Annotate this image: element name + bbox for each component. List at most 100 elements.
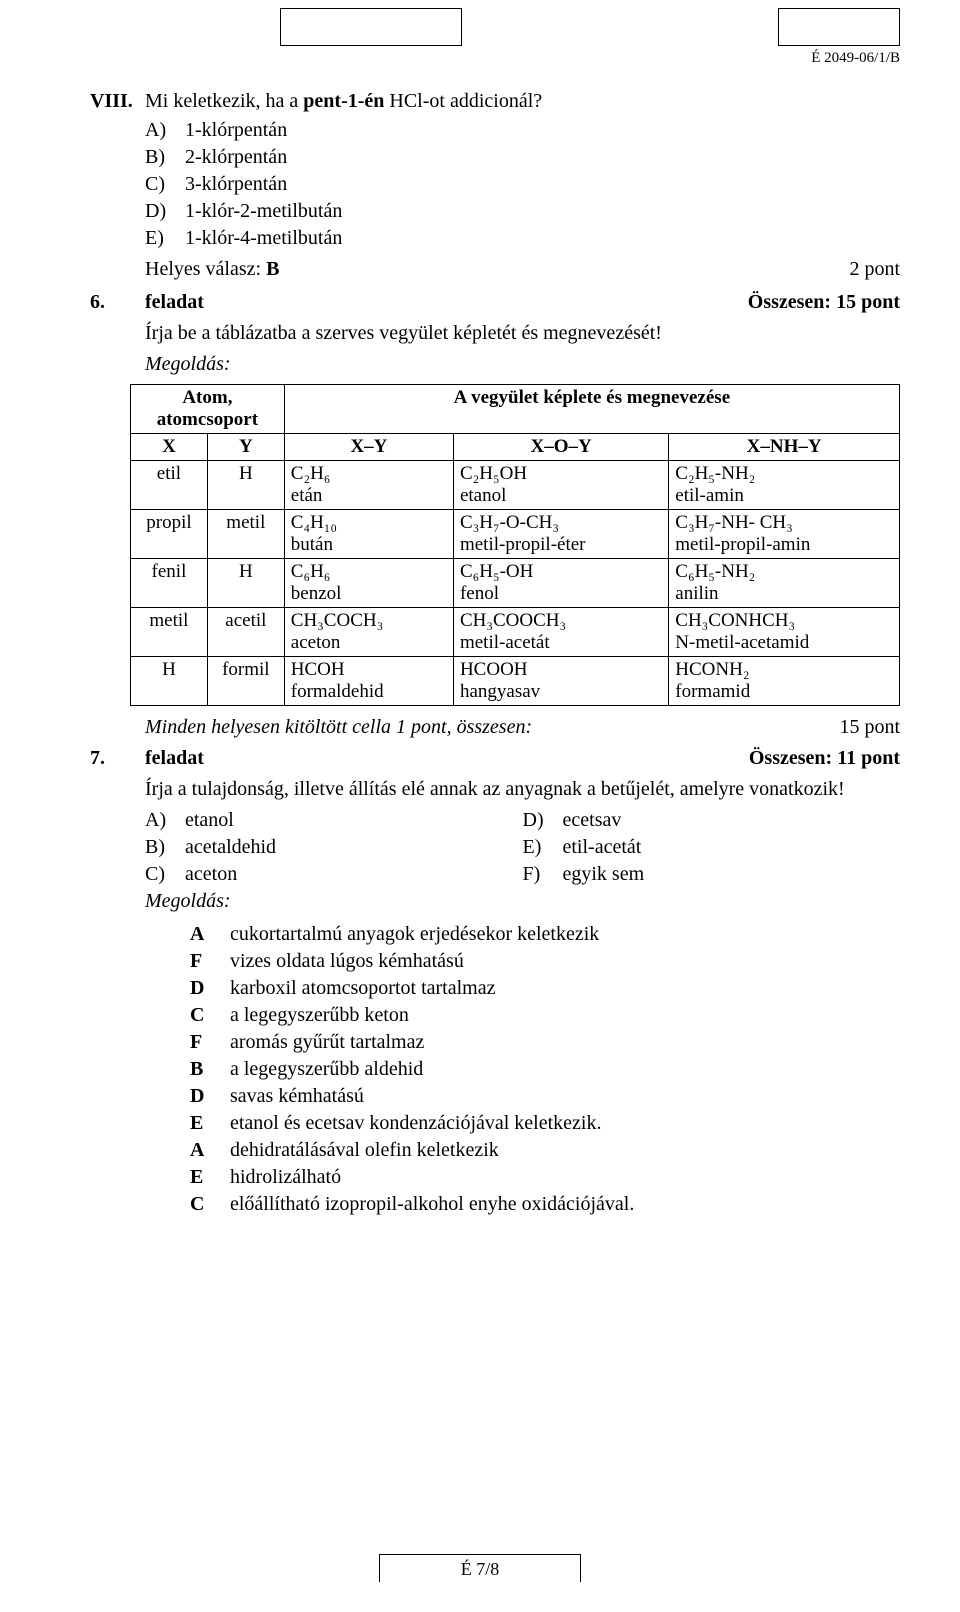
a0-t: cukortartalmú anyagok erjedésekor keletk… [230,921,599,948]
a7-t: etanol és ecetsav kondenzációjával kelet… [230,1110,601,1137]
q8-opt-c-text: 3-klórpentán [185,171,287,198]
task7-instruction: Írja a tulajdonság, illetve állítás elé … [145,778,900,801]
footer-page-number: É 7/8 [379,1554,581,1582]
q8-opt-d-label: D) [145,198,185,225]
a2-l: D [190,975,230,1002]
r1-y: metil [207,510,284,559]
tbl-h1: Atom, atomcsoport [131,385,285,434]
m1-t: acetaldehid [185,836,276,859]
q8-opt-e-text: 1-klór-4-metilbután [185,225,342,252]
r1-c1: C₄H₁₀bután [284,510,453,559]
a8-l: A [190,1137,230,1164]
q8-opt-b-label: B) [145,144,185,171]
q8-answer-label: Helyes válasz: [145,258,266,280]
r1-c3-n: metil-propil-amin [675,534,810,555]
task6-solution-label: Megoldás: [145,353,900,376]
r4-c3-f: HCONH₂ [675,659,749,680]
r0-c3: C₂H₅-NH₂etil-amin [669,461,900,510]
m0-t2: ecetsav [563,809,622,832]
r2-y: H [207,559,284,608]
q8-answer: Helyes válasz: B [145,258,279,281]
r1-c2: C₃H₇-O-CH₃metil-propil-éter [453,510,668,559]
tbl-sub-x: X [131,434,208,461]
r2-c2-n: fenol [460,583,499,604]
a4-l: F [190,1029,230,1056]
a4-t: aromás gyűrűt tartalmaz [230,1029,424,1056]
a6-t: savas kémhatású [230,1083,364,1110]
r0-c2-n: etanol [460,485,506,506]
r0-y: H [207,461,284,510]
m2-l: C) [145,863,185,886]
r2-c3-f: C₆H₅-NH₂ [675,561,755,582]
r4-c2-n: hangyasav [460,681,540,702]
a1-l: F [190,948,230,975]
task6-score-text: Minden helyesen kitöltött cella 1 pont, … [145,716,532,739]
r2-c2: C₆H₅-OHfenol [453,559,668,608]
r3-c2-n: metil-acetát [460,632,550,653]
r0-c1-f: C₂H₆ [291,463,331,484]
r3-c3-n: N-metil-acetamid [675,632,809,653]
q8-opt-e-label: E) [145,225,185,252]
a10-l: C [190,1191,230,1218]
task6-total: Összesen: 15 pont [748,291,900,314]
table-row: etil H C₂H₆etán C₂H₅OHetanol C₂H₅-NH₂eti… [131,461,900,510]
question-number-viii: VIII. [90,90,145,113]
table-row: H formil HCOHformaldehid HCOOHhangyasav … [131,657,900,706]
task6-score-pts: 15 pont [839,716,900,739]
r1-c3: C₃H₇-NH- CH₃metil-propil-amin [669,510,900,559]
r2-c3-n: anilin [675,583,718,604]
q8-opt-d-text: 1-klór-2-metilbután [185,198,342,225]
r4-c1: HCOHformaldehid [284,657,453,706]
r3-c2-f: CH₃COOCH₃ [460,610,566,631]
m2-l2: F) [523,863,563,886]
r4-c1-f: HCOH [291,659,345,680]
m1-t2: etil-acetát [563,836,642,859]
q8-opt-b-text: 2-klórpentán [185,144,287,171]
compound-table: Atom, atomcsoport A vegyület képlete és … [130,384,900,706]
r0-c2-f: C₂H₅OH [460,463,527,484]
r2-c1-f: C₆H₆ [291,561,331,582]
a7-l: E [190,1110,230,1137]
tbl-sub-xoy: X–O–Y [453,434,668,461]
a2-t: karboxil atomcsoportot tartalmaz [230,975,495,1002]
r0-c1-n: etán [291,485,323,506]
task6-num: 6. [90,291,145,314]
a5-l: B [190,1056,230,1083]
r1-c1-f: C₄H₁₀ [291,512,337,533]
r3-c1-n: aceton [291,632,341,653]
r1-c3-f: C₃H₇-NH- CH₃ [675,512,793,533]
task7-solution-label: Megoldás: [145,890,900,913]
table-row: propil metil C₄H₁₀bután C₃H₇-O-CH₃metil-… [131,510,900,559]
q8-points: 2 pont [849,258,900,281]
a5-t: a legegyszerűbb aldehid [230,1056,423,1083]
r3-x: metil [131,608,208,657]
r4-y: formil [207,657,284,706]
top-input-right-box [778,8,900,46]
task7-answers: Acukortartalmú anyagok erjedésekor kelet… [190,921,900,1218]
table-row: fenil H C₆H₆benzol C₆H₅-OHfenol C₆H₅-NH₂… [131,559,900,608]
a0-l: A [190,921,230,948]
q8-opt-c-label: C) [145,171,185,198]
a6-l: D [190,1083,230,1110]
r1-c2-n: metil-propil-éter [460,534,586,555]
m1-l: B) [145,836,185,859]
r1-x: propil [131,510,208,559]
table-row: metil acetil CH₃COCH₃aceton CH₃COOCH₃met… [131,608,900,657]
r2-c1: C₆H₆benzol [284,559,453,608]
r4-x: H [131,657,208,706]
tbl-h2: A vegyület képlete és megnevezése [284,385,899,434]
r3-c2: CH₃COOCH₃metil-acetát [453,608,668,657]
r3-c1: CH₃COCH₃aceton [284,608,453,657]
r2-c3: C₆H₅-NH₂anilin [669,559,900,608]
r4-c3: HCONH₂formamid [669,657,900,706]
m1-l2: E) [523,836,563,859]
tbl-sub-xnhy: X–NH–Y [669,434,900,461]
r2-x: fenil [131,559,208,608]
task7-num: 7. [90,747,145,770]
r0-x: etil [131,461,208,510]
q8-options: A)1-klórpentán B)2-klórpentán C)3-klórpe… [145,117,900,252]
q8-pre: Mi keletkezik, ha a [145,90,303,112]
m0-t: etanol [185,809,234,832]
a1-t: vizes oldata lúgos kémhatású [230,948,464,975]
m2-t: aceton [185,863,237,886]
